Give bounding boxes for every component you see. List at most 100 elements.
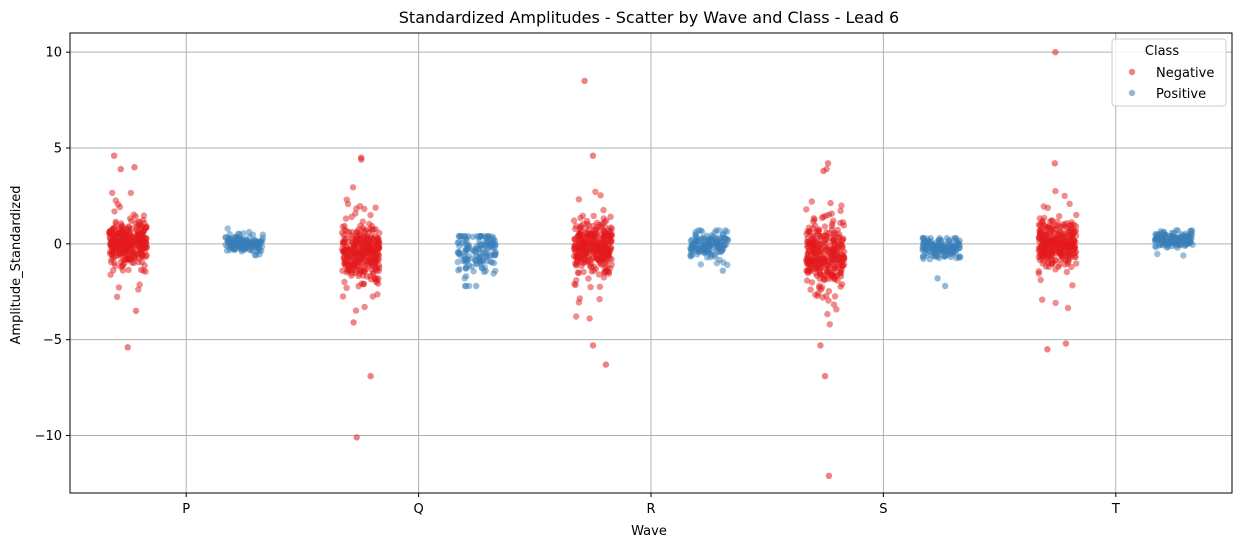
scatter-point	[108, 229, 115, 237]
scatter-point	[1039, 296, 1046, 303]
scatter-point	[1065, 254, 1072, 261]
scatter-point	[356, 254, 363, 261]
scatter-point	[120, 249, 127, 256]
scatter-point	[1052, 187, 1059, 195]
legend-marker-negative	[1128, 68, 1136, 76]
scatter-point	[1040, 203, 1048, 210]
axis-ticks: P Q R S T 10 5 0 −5 −10	[35, 46, 1120, 517]
scatter-point	[957, 253, 964, 261]
scatter-point	[938, 243, 945, 250]
scatter-point	[127, 189, 135, 197]
scatter-point	[594, 238, 601, 246]
scatter-point	[837, 207, 844, 214]
scatter-point	[357, 222, 364, 229]
legend-marker-positive	[1128, 89, 1136, 97]
scatter-point	[819, 294, 826, 301]
scatter-point	[1162, 231, 1169, 239]
scatter-point	[825, 288, 833, 295]
grid-lines	[70, 33, 1232, 493]
scatter-point	[1051, 226, 1059, 233]
scatter-point	[339, 223, 347, 231]
scatter-point	[600, 206, 607, 214]
scatter-point	[1040, 257, 1048, 265]
scatter-point	[367, 211, 374, 219]
scatter-point	[479, 258, 486, 265]
scatter-point	[483, 253, 490, 261]
scatter-point	[932, 253, 940, 260]
scatter-point	[344, 200, 352, 208]
scatter-point	[603, 257, 610, 264]
scatter-point	[1070, 237, 1078, 245]
scatter-point	[236, 243, 243, 251]
scatter-point	[339, 241, 347, 248]
scatter-point	[574, 258, 581, 265]
scatter-point	[258, 247, 265, 255]
scatter-point	[1049, 259, 1056, 266]
scatter-point	[700, 242, 707, 249]
scatter-point	[583, 217, 591, 225]
scatter-point	[828, 222, 836, 230]
scatter-point-outlier	[1051, 160, 1059, 167]
scatter-point	[837, 268, 844, 275]
scatter-point	[113, 293, 121, 300]
scatter-point	[127, 256, 135, 263]
y-tick-label: 10	[45, 46, 62, 61]
x-tick-label: T	[1111, 502, 1120, 517]
scatter-point	[708, 240, 715, 247]
scatter-point	[369, 293, 376, 300]
scatter-point	[115, 284, 123, 291]
scatter-point	[374, 242, 382, 250]
scatter-point	[135, 286, 142, 293]
scatter-point	[460, 257, 467, 265]
scatter-point	[590, 212, 597, 220]
scatter-point	[570, 217, 578, 224]
scatter-point	[582, 236, 589, 243]
scatter-point	[1073, 260, 1080, 267]
scatter-point	[341, 235, 348, 242]
scatter-point	[352, 307, 360, 314]
scatter-point	[956, 242, 963, 249]
scatter-point	[830, 236, 837, 244]
scatter-point	[1180, 252, 1187, 259]
scatter-point	[589, 255, 596, 262]
scatter-point	[807, 242, 815, 250]
scatter-point	[596, 283, 604, 290]
scatter-point	[1064, 304, 1072, 312]
scatter-point	[360, 280, 368, 288]
scatter-point	[375, 275, 382, 282]
scatter-point	[597, 260, 605, 267]
legend-frame	[1111, 38, 1227, 107]
scatter-point	[374, 235, 381, 242]
scatter-point	[597, 255, 605, 262]
scatter-point-outlier	[602, 361, 610, 368]
scatter-point	[128, 217, 135, 225]
scatter-point	[125, 266, 132, 274]
scatter-point	[490, 270, 497, 277]
scatter-point-outlier	[817, 342, 824, 349]
scatter-point	[578, 262, 585, 269]
scatter-point	[596, 296, 603, 303]
scatter-point	[349, 184, 357, 191]
scatter-point	[231, 244, 238, 251]
scatter-point	[363, 233, 371, 240]
scatter-point	[361, 244, 368, 251]
scatter-point	[111, 259, 118, 267]
scatter-point	[833, 272, 840, 280]
scatter-point	[573, 277, 580, 284]
scatter-point	[709, 233, 717, 241]
y-tick-label: 0	[54, 237, 62, 252]
scatter-point	[816, 269, 823, 276]
scatter-point	[484, 247, 491, 254]
scatter-point-outlier	[719, 267, 726, 274]
scatter-point	[481, 233, 488, 240]
scatter-point	[477, 250, 484, 257]
scatter-point	[365, 262, 372, 269]
scatter-point	[128, 225, 136, 232]
scatter-point	[355, 283, 362, 290]
scatter-point	[367, 276, 375, 283]
scatter-point	[592, 188, 599, 195]
scatter-point	[110, 244, 117, 251]
scatter-point	[1189, 241, 1196, 248]
scatter-point	[1044, 224, 1052, 231]
scatter-point	[355, 239, 362, 246]
